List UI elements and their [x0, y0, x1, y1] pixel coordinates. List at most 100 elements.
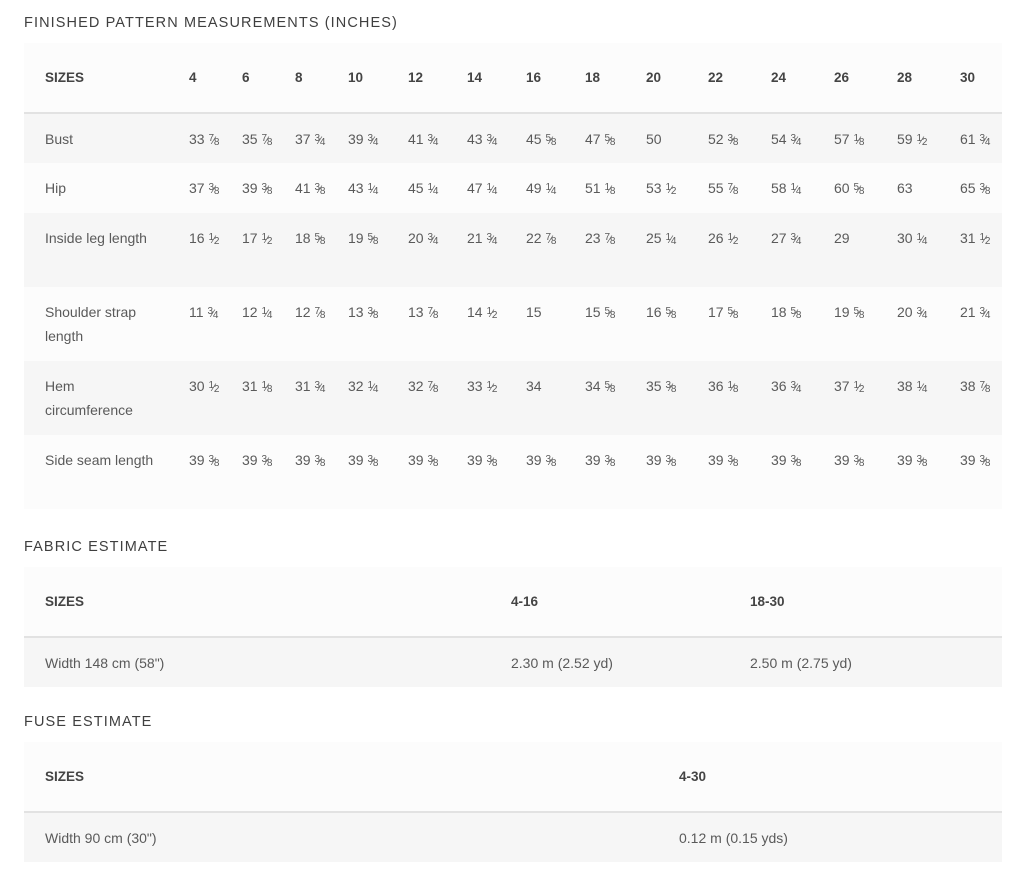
measurement-value: 54 3⁄4 [771, 113, 834, 163]
measurement-value: 65 3⁄8 [960, 163, 1002, 213]
measurement-value: 26 1⁄2 [708, 213, 771, 287]
measurement-value: 17 1⁄2 [242, 213, 295, 287]
measurement-value: 16 5⁄8 [646, 287, 708, 361]
fuse-cell: 0.12 m (0.15 yds) [679, 812, 1002, 862]
measurement-value: 39 3⁄8 [408, 435, 467, 509]
measurement-value: 33 7⁄8 [189, 113, 242, 163]
fabric-table: SIZES 4-16 18-30 Width 148 cm (58") 2.30… [24, 567, 1002, 687]
fabric-title: FABRIC ESTIMATE [24, 539, 169, 555]
measurement-value: 30 1⁄2 [189, 361, 242, 435]
measurement-value: 45 1⁄4 [408, 163, 467, 213]
measurement-value: 21 3⁄4 [467, 213, 526, 287]
measurements-header-row: SIZES 4 6 8 10 12 14 16 18 20 22 24 26 28 30 [24, 43, 1002, 113]
measurement-value: 16 1⁄2 [189, 213, 242, 287]
measurement-value: 21 3⁄4 [960, 287, 1002, 361]
measurement-value: 47 1⁄4 [467, 163, 526, 213]
measurement-value: 12 1⁄4 [242, 287, 295, 361]
measurement-value: 61 3⁄4 [960, 113, 1002, 163]
measurement-value: 37 3⁄4 [295, 113, 348, 163]
measurement-value: 39 3⁄8 [585, 435, 646, 509]
measurement-value: 31 1⁄8 [242, 361, 295, 435]
measurement-value: 36 1⁄8 [708, 361, 771, 435]
measurement-label: Hem circumference [24, 361, 189, 435]
measurement-value: 34 [526, 361, 585, 435]
size-header: 22 [708, 43, 771, 113]
measurement-value: 25 1⁄4 [646, 213, 708, 287]
measurement-value: 39 3⁄8 [242, 435, 295, 509]
fuse-sizes-label: SIZES [24, 742, 679, 812]
measurement-value: 36 3⁄4 [771, 361, 834, 435]
size-header: 24 [771, 43, 834, 113]
measurement-value: 47 5⁄8 [585, 113, 646, 163]
fabric-sizes-label: SIZES [24, 567, 511, 637]
measurement-value: 60 5⁄8 [834, 163, 897, 213]
fuse-row-label: Width 90 cm (30") [24, 812, 679, 862]
size-header: 8 [295, 43, 348, 113]
size-header: 14 [467, 43, 526, 113]
size-header: 28 [897, 43, 960, 113]
measurement-value: 39 3⁄8 [708, 435, 771, 509]
measurement-value: 35 7⁄8 [242, 113, 295, 163]
measurement-value: 39 3⁄8 [526, 435, 585, 509]
measurement-value: 18 5⁄8 [295, 213, 348, 287]
measurement-value: 32 7⁄8 [408, 361, 467, 435]
measurement-value: 31 1⁄2 [960, 213, 1002, 287]
measurement-value: 39 3⁄8 [189, 435, 242, 509]
measurement-row: Bust 33 7⁄8 35 7⁄8 37 3⁄4 39 3⁄4 41 3⁄4 43 3⁄4… [24, 113, 1002, 163]
measurement-row: Hip 37 3⁄8 39 3⁄8 41 3⁄8 43 1⁄4 45 1⁄4 47 1⁄4 4… [24, 163, 1002, 213]
measurement-label: Shoulder strap length [24, 287, 189, 361]
measurement-value: 23 7⁄8 [585, 213, 646, 287]
measurement-value: 38 7⁄8 [960, 361, 1002, 435]
measurements-sizes-label: SIZES [24, 43, 189, 113]
size-header: 20 [646, 43, 708, 113]
fuse-row: Width 90 cm (30") 0.12 m (0.15 yds) [24, 812, 1002, 862]
measurement-value: 39 3⁄8 [897, 435, 960, 509]
measurement-value: 63 [897, 163, 960, 213]
size-header: 4 [189, 43, 242, 113]
size-header: 10 [348, 43, 408, 113]
measurement-value: 52 3⁄8 [708, 113, 771, 163]
fabric-col-header: 4-16 [511, 567, 750, 637]
measurement-row: Hem circumference 30 1⁄2 31 1⁄8 31 3⁄4 32 1⁄… [24, 361, 1002, 435]
fabric-header-row: SIZES 4-16 18-30 [24, 567, 1002, 637]
fabric-row-label: Width 148 cm (58") [24, 637, 511, 687]
measurement-value: 17 5⁄8 [708, 287, 771, 361]
measurement-value: 59 1⁄2 [897, 113, 960, 163]
fuse-header-row: SIZES 4-30 [24, 742, 1002, 812]
fabric-row: Width 148 cm (58") 2.30 m (2.52 yd) 2.50… [24, 637, 1002, 687]
measurement-value: 20 3⁄4 [897, 287, 960, 361]
measurements-title: FINISHED PATTERN MEASUREMENTS (INCHES) [24, 15, 398, 31]
measurement-value: 13 3⁄8 [348, 287, 408, 361]
measurement-value: 30 1⁄4 [897, 213, 960, 287]
measurement-value: 12 7⁄8 [295, 287, 348, 361]
measurement-value: 39 3⁄8 [771, 435, 834, 509]
measurement-value: 55 7⁄8 [708, 163, 771, 213]
measurement-value: 38 1⁄4 [897, 361, 960, 435]
measurement-value: 39 3⁄8 [834, 435, 897, 509]
measurement-row: Side seam length 39 3⁄8 39 3⁄8 39 3⁄8 39 3⁄8… [24, 435, 1002, 509]
fabric-cell: 2.50 m (2.75 yd) [750, 637, 1002, 687]
measurement-value: 51 1⁄8 [585, 163, 646, 213]
measurement-value: 19 5⁄8 [834, 287, 897, 361]
size-header: 30 [960, 43, 1002, 113]
measurement-value: 34 5⁄8 [585, 361, 646, 435]
size-header: 16 [526, 43, 585, 113]
measurement-value: 39 3⁄8 [295, 435, 348, 509]
measurement-value: 53 1⁄2 [646, 163, 708, 213]
measurement-value: 41 3⁄8 [295, 163, 348, 213]
measurement-value: 39 3⁄8 [467, 435, 526, 509]
measurement-value: 27 3⁄4 [771, 213, 834, 287]
measurement-value: 33 1⁄2 [467, 361, 526, 435]
size-header: 12 [408, 43, 467, 113]
measurement-value: 49 1⁄4 [526, 163, 585, 213]
measurement-value: 31 3⁄4 [295, 361, 348, 435]
measurement-value: 35 3⁄8 [646, 361, 708, 435]
measurement-value: 18 5⁄8 [771, 287, 834, 361]
measurement-label: Hip [24, 163, 189, 213]
measurement-value: 39 3⁄8 [960, 435, 1002, 509]
measurement-value: 37 1⁄2 [834, 361, 897, 435]
measurement-value: 41 3⁄4 [408, 113, 467, 163]
measurement-label: Inside leg length [24, 213, 189, 287]
measurement-value: 32 1⁄4 [348, 361, 408, 435]
measurement-row: Shoulder strap length 11 3⁄4 12 1⁄4 12 7⁄8 1… [24, 287, 1002, 361]
